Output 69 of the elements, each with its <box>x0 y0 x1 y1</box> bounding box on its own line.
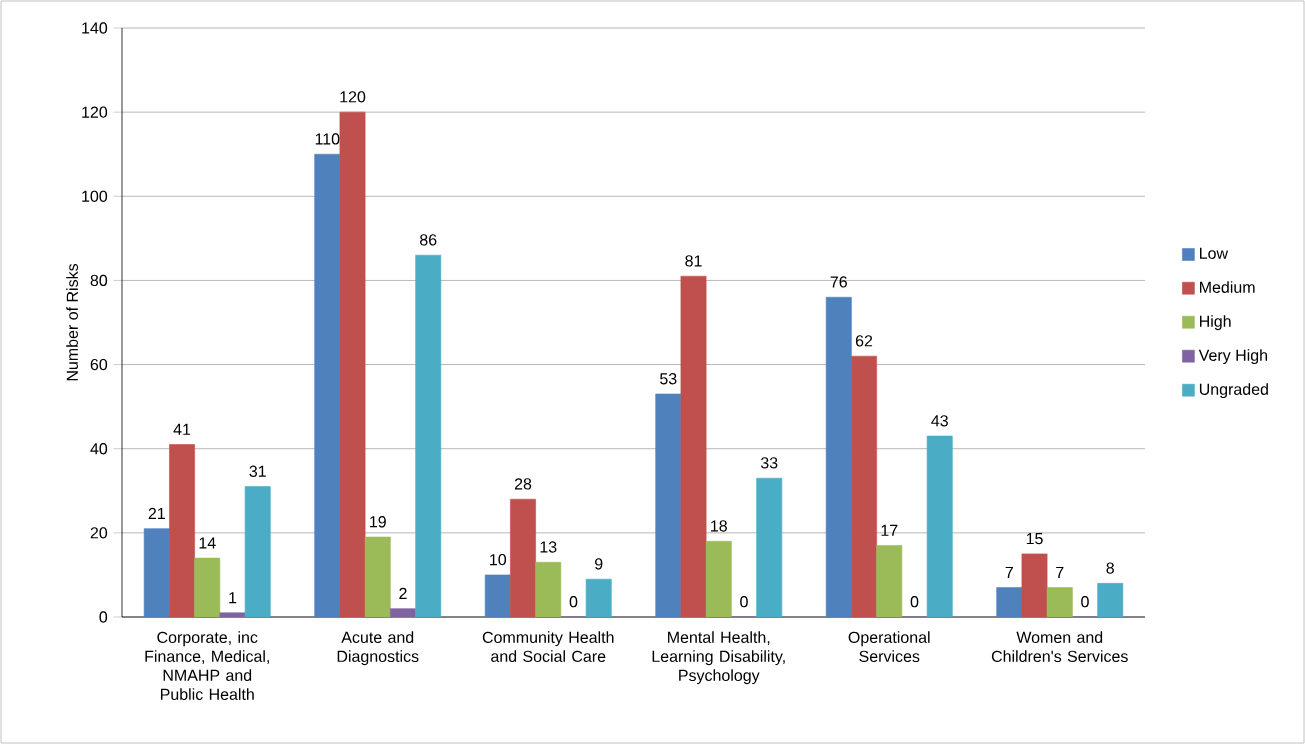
y-tick-label: 0 <box>99 611 108 623</box>
y-tick-label: 20 <box>90 527 108 539</box>
bar <box>194 557 221 617</box>
y-tick-label: 60 <box>90 358 108 371</box>
data-label: 0 <box>569 596 578 608</box>
data-label: 9 <box>595 558 603 570</box>
legend-label: Medium <box>1200 281 1255 293</box>
y-axis-title: Number of Risks <box>66 263 78 381</box>
bar <box>825 296 852 617</box>
bar <box>169 444 195 617</box>
data-label: 120 <box>340 91 366 103</box>
data-label: 86 <box>420 234 437 246</box>
bar <box>655 393 682 617</box>
bar <box>535 562 562 617</box>
data-label: 76 <box>830 276 847 288</box>
bar <box>219 612 246 617</box>
x-tick-label: Corporate, inc Finance, Medical, NMAHP and Public Health <box>145 631 269 701</box>
bar <box>339 111 366 617</box>
y-tick-label: 120 <box>82 106 108 118</box>
data-label: 18 <box>711 520 727 532</box>
bar <box>876 545 903 617</box>
data-label: 33 <box>760 457 778 469</box>
data-label: 10 <box>490 553 507 566</box>
data-label: 53 <box>660 373 677 385</box>
data-label: 0 <box>740 596 748 608</box>
data-label: 2 <box>399 587 407 599</box>
data-label: 110 <box>315 133 340 145</box>
data-label: 7 <box>1005 566 1013 578</box>
bar <box>1021 553 1048 617</box>
bar <box>143 528 170 617</box>
bar <box>364 536 391 617</box>
legend-label: Very High <box>1198 349 1268 365</box>
data-label: 7 <box>1056 566 1064 578</box>
x-tick-label: Acute and Diagnostics <box>337 631 419 666</box>
legend-label: Ungraded <box>1199 383 1268 399</box>
data-label: 0 <box>1081 596 1089 608</box>
bar <box>1046 587 1073 617</box>
x-tick-label: Community Health and Social Care <box>482 631 614 663</box>
bar <box>996 587 1023 617</box>
bar <box>314 153 341 617</box>
x-tick-label: Mental Health, Learning Disability, Psychology <box>652 631 785 685</box>
data-label: 15 <box>1026 533 1043 545</box>
bar <box>510 498 536 617</box>
data-label: 31 <box>249 465 266 477</box>
y-tick-label: 80 <box>90 274 108 287</box>
x-tick-label: Operational Services <box>848 631 930 663</box>
legend-label: Low <box>1200 247 1229 259</box>
data-label: 8 <box>1106 562 1114 574</box>
data-label: 28 <box>514 478 532 490</box>
data-label: 17 <box>881 524 898 536</box>
data-label: 1 <box>229 592 237 604</box>
data-label: 21 <box>148 507 165 520</box>
data-label: 43 <box>931 415 948 427</box>
y-tick-label: 100 <box>82 190 108 202</box>
data-label: 0 <box>910 596 919 608</box>
data-label: 41 <box>173 423 191 435</box>
data-label: 62 <box>855 335 873 347</box>
data-label: 81 <box>685 255 702 267</box>
y-tick-label: 40 <box>90 443 108 455</box>
y-tick-label: 140 <box>82 22 108 34</box>
bar <box>705 540 732 617</box>
bar <box>484 574 511 617</box>
data-label: 19 <box>370 516 386 528</box>
x-tick-label: Women and Children's Services <box>991 631 1128 663</box>
bar <box>851 355 877 617</box>
data-label: 13 <box>540 541 557 553</box>
bar <box>680 275 707 617</box>
data-label: 14 <box>199 537 216 549</box>
legend-label: High <box>1200 315 1231 331</box>
